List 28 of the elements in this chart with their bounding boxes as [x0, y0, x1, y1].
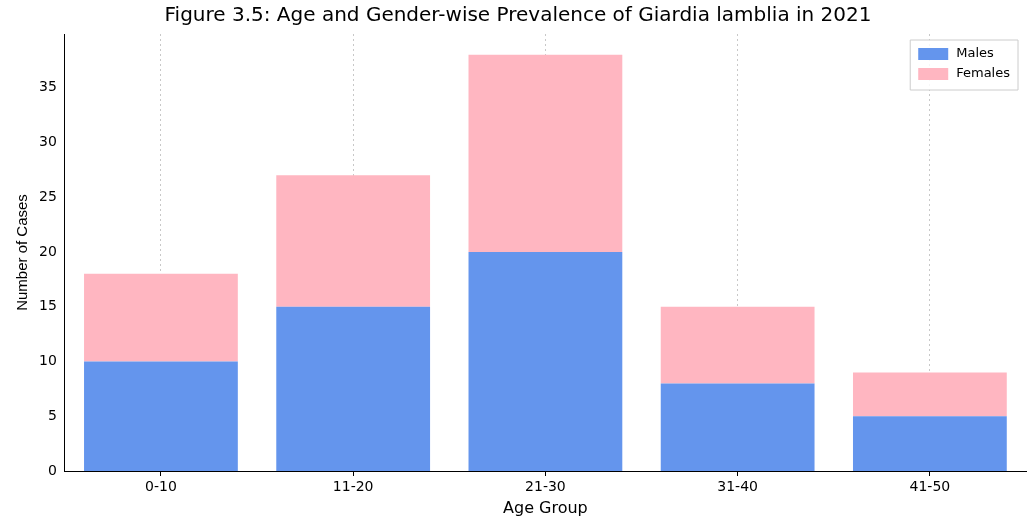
bar — [660, 383, 815, 471]
bar — [852, 372, 1007, 417]
x-tick-label: 21-30 — [525, 478, 566, 495]
chart-title: Figure 3.5: Age and Gender-wise Prevalence of Giardia lamblia in 2021 — [164, 2, 872, 27]
legend-label: Females — [956, 65, 1011, 81]
x-tick-label: 11-20 — [332, 478, 374, 495]
y-axis-title: Number of Cases — [13, 194, 31, 311]
x-tick-label: 41-50 — [909, 478, 951, 495]
y-tick-label: 10 — [38, 352, 57, 369]
bar — [84, 361, 238, 471]
bar — [468, 54, 623, 252]
y-tick-label: 20 — [38, 242, 57, 259]
y-tick-label: 25 — [38, 187, 57, 204]
y-tick-label: 30 — [38, 133, 57, 150]
bar — [276, 175, 431, 307]
y-tick-label: 0 — [47, 461, 57, 478]
x-tick-label: 31-40 — [717, 478, 758, 495]
x-axis-title: Age Group — [503, 497, 588, 517]
bar — [84, 273, 238, 362]
bar — [276, 306, 431, 471]
legend-label: Males — [956, 45, 995, 61]
bar — [468, 251, 623, 471]
y-tick-label: 35 — [38, 78, 57, 95]
y-tick-label: 5 — [47, 406, 57, 423]
x-tick-label: 0-10 — [145, 478, 177, 495]
bar — [852, 416, 1007, 471]
bar — [660, 306, 815, 384]
y-tick-label: 15 — [38, 297, 57, 314]
